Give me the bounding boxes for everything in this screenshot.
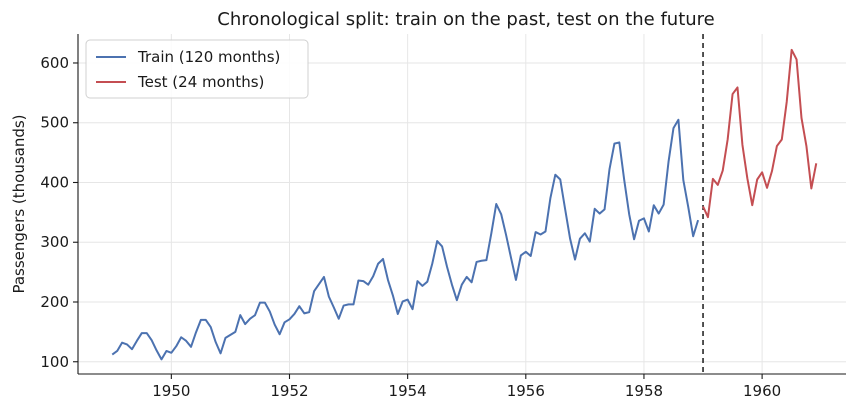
y-tick-label: 200: [40, 293, 69, 311]
series-layer: [111, 48, 818, 361]
x-tick-label: 1952: [270, 382, 308, 400]
x-tick-label: 1956: [507, 382, 545, 400]
legend: Train (120 months) Test (24 months): [85, 39, 309, 99]
axes: [77, 34, 846, 375]
x-tick-label: 1958: [625, 382, 663, 400]
y-tick-label: 500: [40, 114, 69, 132]
ticks: 1950 1952 1954 1956 1958 1960 100 200 300 400 500 6…: [40, 54, 781, 400]
x-tick-label: 1954: [389, 382, 427, 400]
y-tick-label: 600: [40, 54, 69, 72]
series-line-test: [702, 48, 818, 219]
y-tick-label: 400: [40, 173, 69, 191]
legend-label: Test (24 months): [137, 73, 264, 91]
legend-label: Train (120 months): [137, 48, 280, 66]
series-line-train: [111, 118, 700, 361]
y-axis-label: Passengers (thousands): [10, 114, 28, 293]
legend-box: [85, 39, 309, 99]
y-tick-label: 300: [40, 233, 69, 251]
x-tick-label: 1960: [743, 382, 781, 400]
x-tick-label: 1950: [152, 382, 190, 400]
chart-title: Chronological split: train on the past, …: [217, 9, 715, 30]
y-tick-label: 100: [40, 353, 69, 371]
